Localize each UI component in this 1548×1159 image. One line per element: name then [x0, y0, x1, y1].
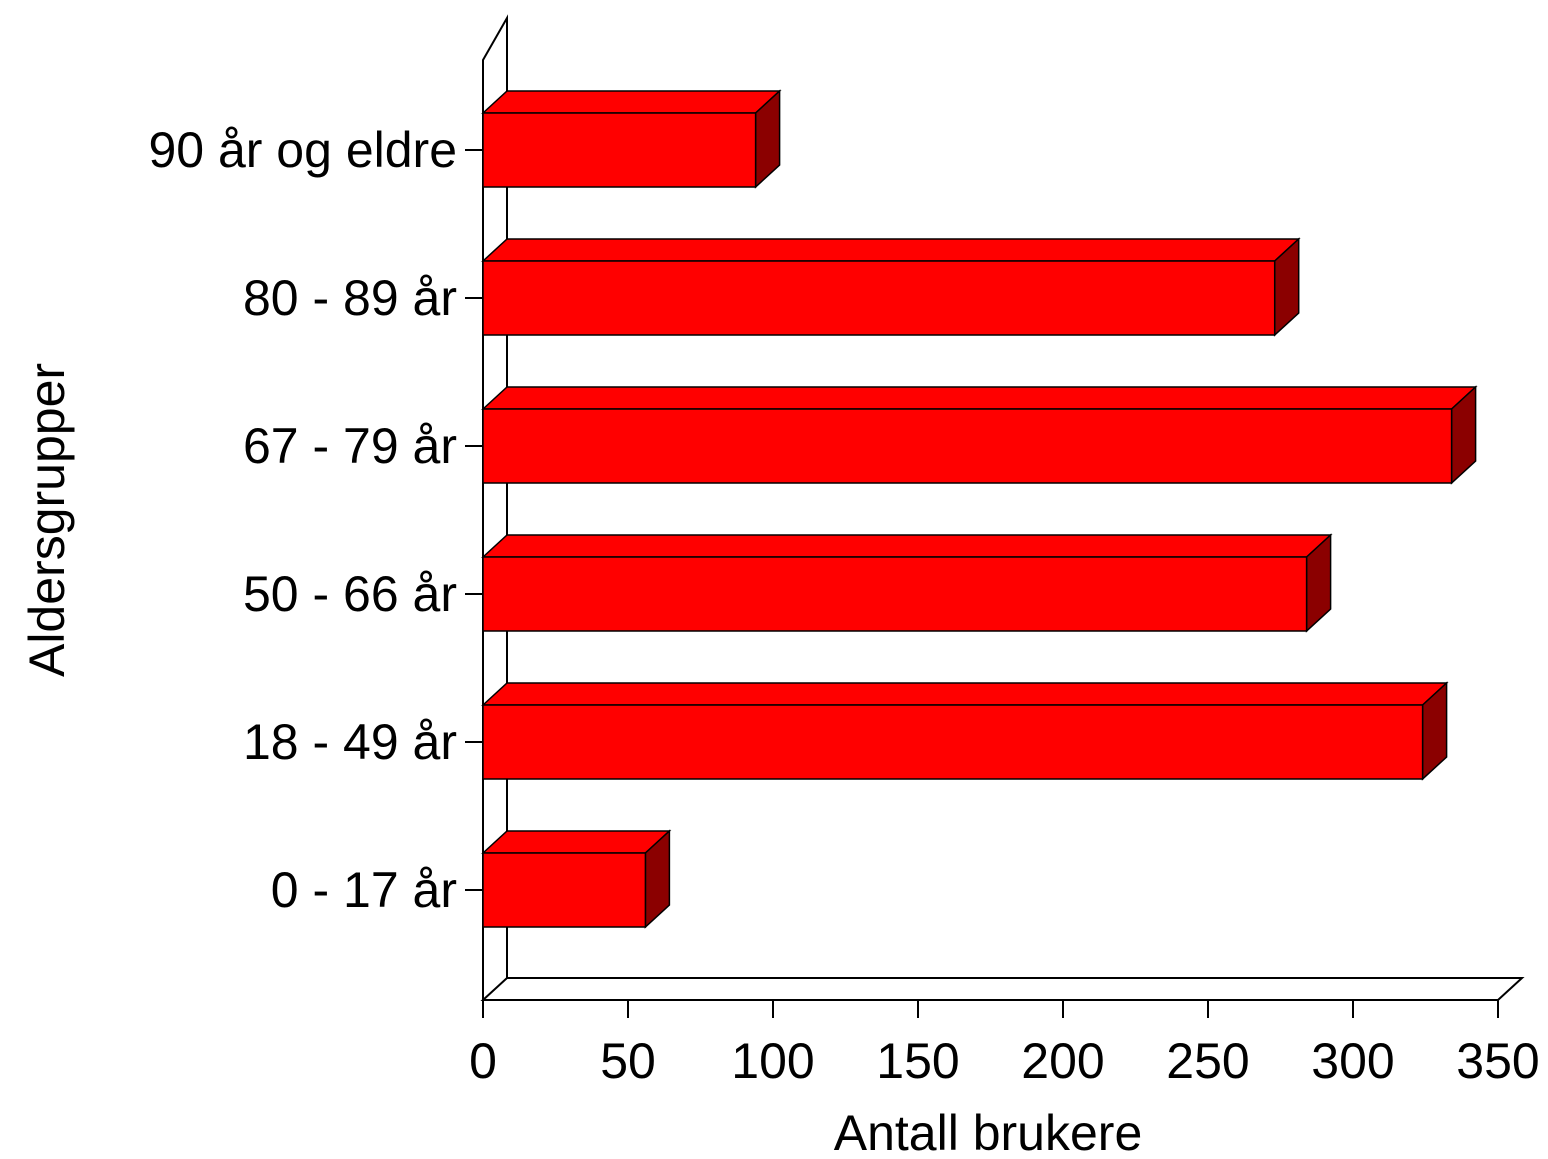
x-axis-title: Antall brukere [834, 1105, 1143, 1159]
bars-group [481, 89, 1478, 929]
bar-top-face [481, 386, 1478, 410]
x-tick-label: 150 [876, 1033, 959, 1089]
y-tick-label: 90 år og eldre [148, 122, 457, 178]
x-tick-label: 50 [600, 1033, 656, 1089]
y-tick-label: 67 - 79 år [243, 418, 457, 474]
bar-top-face [481, 830, 672, 854]
bar [482, 704, 1424, 780]
bar [482, 260, 1276, 336]
y-tick-label: 18 - 49 år [243, 714, 457, 770]
x-tick-label: 300 [1311, 1033, 1394, 1089]
y-tick-label: 50 - 66 år [243, 566, 457, 622]
x-tick-label: 250 [1166, 1033, 1249, 1089]
chart-frame [480, 14, 1525, 1001]
x-tick-label: 0 [469, 1033, 497, 1089]
bar-top-face [481, 90, 782, 114]
y-tick-label: 0 - 17 år [271, 862, 457, 918]
y-tick-label: 80 - 89 år [243, 270, 457, 326]
bar [482, 852, 647, 928]
bar-top-face [481, 534, 1333, 558]
y-axis-title: Aldersgrupper [19, 363, 75, 677]
x-tick-label: 350 [1456, 1033, 1539, 1089]
x-tick-label: 100 [731, 1033, 814, 1089]
x-tick-label: 200 [1021, 1033, 1104, 1089]
bar [482, 556, 1308, 632]
bar [482, 408, 1453, 484]
bar-top-face [481, 238, 1301, 262]
axes-group: 0 - 17 år 18 - 49 år 50 - 66 år 67 - 79 år 8… [148, 122, 1539, 1089]
floor-outline [480, 977, 1525, 1001]
bar-top-face [481, 682, 1449, 706]
wall-left-edge [482, 14, 508, 1000]
bar [482, 112, 757, 188]
